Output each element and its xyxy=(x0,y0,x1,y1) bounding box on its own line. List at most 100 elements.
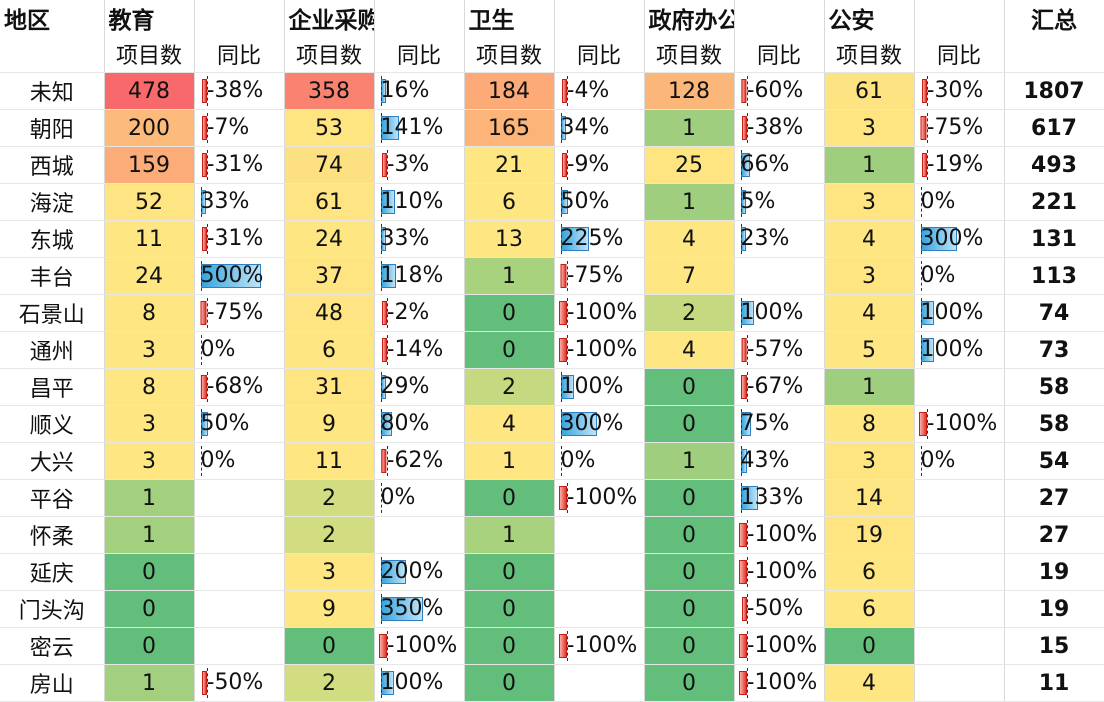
total-cell[interactable]: 58 xyxy=(1004,368,1104,406)
yoy-cell[interactable]: 66% xyxy=(734,146,825,184)
count-cell[interactable]: 2 xyxy=(284,664,375,702)
total-cell[interactable]: 493 xyxy=(1004,146,1104,184)
count-cell[interactable]: 3 xyxy=(104,405,195,443)
count-cell[interactable]: 0 xyxy=(644,553,735,591)
region-cell[interactable]: 丰台 xyxy=(0,257,105,295)
count-cell[interactable]: 3 xyxy=(104,331,195,369)
yoy-cell[interactable]: 5% xyxy=(734,183,825,221)
yoy-cell[interactable]: 43% xyxy=(734,442,825,480)
count-cell[interactable]: 5 xyxy=(824,331,915,369)
yoy-cell[interactable]: 23% xyxy=(734,220,825,258)
yoy-cell[interactable]: 100% xyxy=(374,664,465,702)
count-cell[interactable]: 24 xyxy=(284,220,375,258)
yoy-cell[interactable] xyxy=(194,553,285,591)
group-header-government[interactable]: 政府办公室 xyxy=(644,0,735,36)
count-cell[interactable]: 0 xyxy=(104,590,195,628)
group-header-health[interactable]: 卫生 xyxy=(464,0,555,36)
yoy-cell[interactable]: 300% xyxy=(914,220,1005,258)
count-cell[interactable]: 1 xyxy=(104,516,195,554)
yoy-cell[interactable]: 350% xyxy=(374,590,465,628)
count-cell[interactable]: 0 xyxy=(644,590,735,628)
region-cell[interactable]: 未知 xyxy=(0,72,105,110)
total-cell[interactable]: 19 xyxy=(1004,590,1104,628)
count-cell[interactable]: 74 xyxy=(284,146,375,184)
total-cell[interactable]: 54 xyxy=(1004,442,1104,480)
yoy-cell[interactable] xyxy=(194,479,285,517)
yoy-cell[interactable]: 16% xyxy=(374,72,465,110)
yoy-cell[interactable]: 80% xyxy=(374,405,465,443)
count-cell[interactable]: 0 xyxy=(824,627,915,665)
empty-cell[interactable] xyxy=(554,0,645,36)
subheader-yoy[interactable]: 同比 xyxy=(734,36,825,73)
region-cell[interactable]: 通州 xyxy=(0,331,105,369)
count-cell[interactable]: 4 xyxy=(644,331,735,369)
count-cell[interactable]: 1 xyxy=(464,257,555,295)
count-cell[interactable]: 2 xyxy=(284,516,375,554)
yoy-cell[interactable]: -100% xyxy=(734,553,825,591)
yoy-cell[interactable]: 0% xyxy=(914,183,1005,221)
yoy-cell[interactable] xyxy=(914,479,1005,517)
region-cell[interactable]: 延庆 xyxy=(0,553,105,591)
total-cell[interactable]: 131 xyxy=(1004,220,1104,258)
yoy-cell[interactable] xyxy=(194,590,285,628)
yoy-cell[interactable]: -19% xyxy=(914,146,1005,184)
count-cell[interactable]: 19 xyxy=(824,516,915,554)
yoy-cell[interactable]: -9% xyxy=(554,146,645,184)
yoy-cell[interactable] xyxy=(554,516,645,554)
count-cell[interactable]: 21 xyxy=(464,146,555,184)
yoy-cell[interactable] xyxy=(374,516,465,554)
yoy-cell[interactable]: 0% xyxy=(374,479,465,517)
empty-cell[interactable] xyxy=(194,0,285,36)
count-cell[interactable]: 165 xyxy=(464,109,555,147)
yoy-cell[interactable]: 100% xyxy=(914,294,1005,332)
count-cell[interactable]: 4 xyxy=(824,294,915,332)
region-cell[interactable]: 房山 xyxy=(0,664,105,702)
yoy-cell[interactable]: 33% xyxy=(374,220,465,258)
yoy-cell[interactable]: -100% xyxy=(554,479,645,517)
count-cell[interactable]: 37 xyxy=(284,257,375,295)
count-cell[interactable]: 1 xyxy=(644,442,735,480)
region-cell[interactable]: 西城 xyxy=(0,146,105,184)
total-cell[interactable]: 617 xyxy=(1004,109,1104,147)
count-cell[interactable]: 0 xyxy=(104,553,195,591)
yoy-cell[interactable]: 0% xyxy=(194,331,285,369)
count-cell[interactable]: 358 xyxy=(284,72,375,110)
empty-cell[interactable] xyxy=(1004,36,1104,73)
yoy-cell[interactable]: -100% xyxy=(914,405,1005,443)
count-cell[interactable]: 6 xyxy=(284,331,375,369)
region-cell[interactable]: 东城 xyxy=(0,220,105,258)
region-cell[interactable]: 昌平 xyxy=(0,368,105,406)
count-cell[interactable]: 3 xyxy=(824,442,915,480)
yoy-cell[interactable]: 133% xyxy=(734,479,825,517)
count-cell[interactable]: 0 xyxy=(644,627,735,665)
count-cell[interactable]: 4 xyxy=(644,220,735,258)
yoy-cell[interactable] xyxy=(194,627,285,665)
yoy-cell[interactable]: 200% xyxy=(374,553,465,591)
yoy-cell[interactable]: -100% xyxy=(554,294,645,332)
count-cell[interactable]: 1 xyxy=(104,479,195,517)
count-cell[interactable]: 61 xyxy=(824,72,915,110)
count-cell[interactable]: 8 xyxy=(824,405,915,443)
count-cell[interactable]: 3 xyxy=(824,109,915,147)
count-cell[interactable]: 8 xyxy=(104,368,195,406)
count-cell[interactable]: 159 xyxy=(104,146,195,184)
total-cell[interactable]: 113 xyxy=(1004,257,1104,295)
yoy-cell[interactable]: -100% xyxy=(374,627,465,665)
count-cell[interactable]: 9 xyxy=(284,590,375,628)
total-cell[interactable]: 221 xyxy=(1004,183,1104,221)
group-header-police[interactable]: 公安 xyxy=(824,0,915,36)
count-cell[interactable]: 478 xyxy=(104,72,195,110)
subheader-count[interactable]: 项目数 xyxy=(284,36,375,73)
count-cell[interactable]: 3 xyxy=(284,553,375,591)
yoy-cell[interactable]: -38% xyxy=(194,72,285,110)
yoy-cell[interactable]: -14% xyxy=(374,331,465,369)
total-cell[interactable]: 11 xyxy=(1004,664,1104,702)
yoy-cell[interactable]: 0% xyxy=(194,442,285,480)
yoy-cell[interactable]: -60% xyxy=(734,72,825,110)
count-cell[interactable]: 1 xyxy=(104,664,195,702)
count-cell[interactable]: 0 xyxy=(464,294,555,332)
yoy-cell[interactable]: -75% xyxy=(914,109,1005,147)
yoy-cell[interactable] xyxy=(914,516,1005,554)
region-cell[interactable]: 平谷 xyxy=(0,479,105,517)
group-header-education[interactable]: 教育 xyxy=(104,0,195,36)
